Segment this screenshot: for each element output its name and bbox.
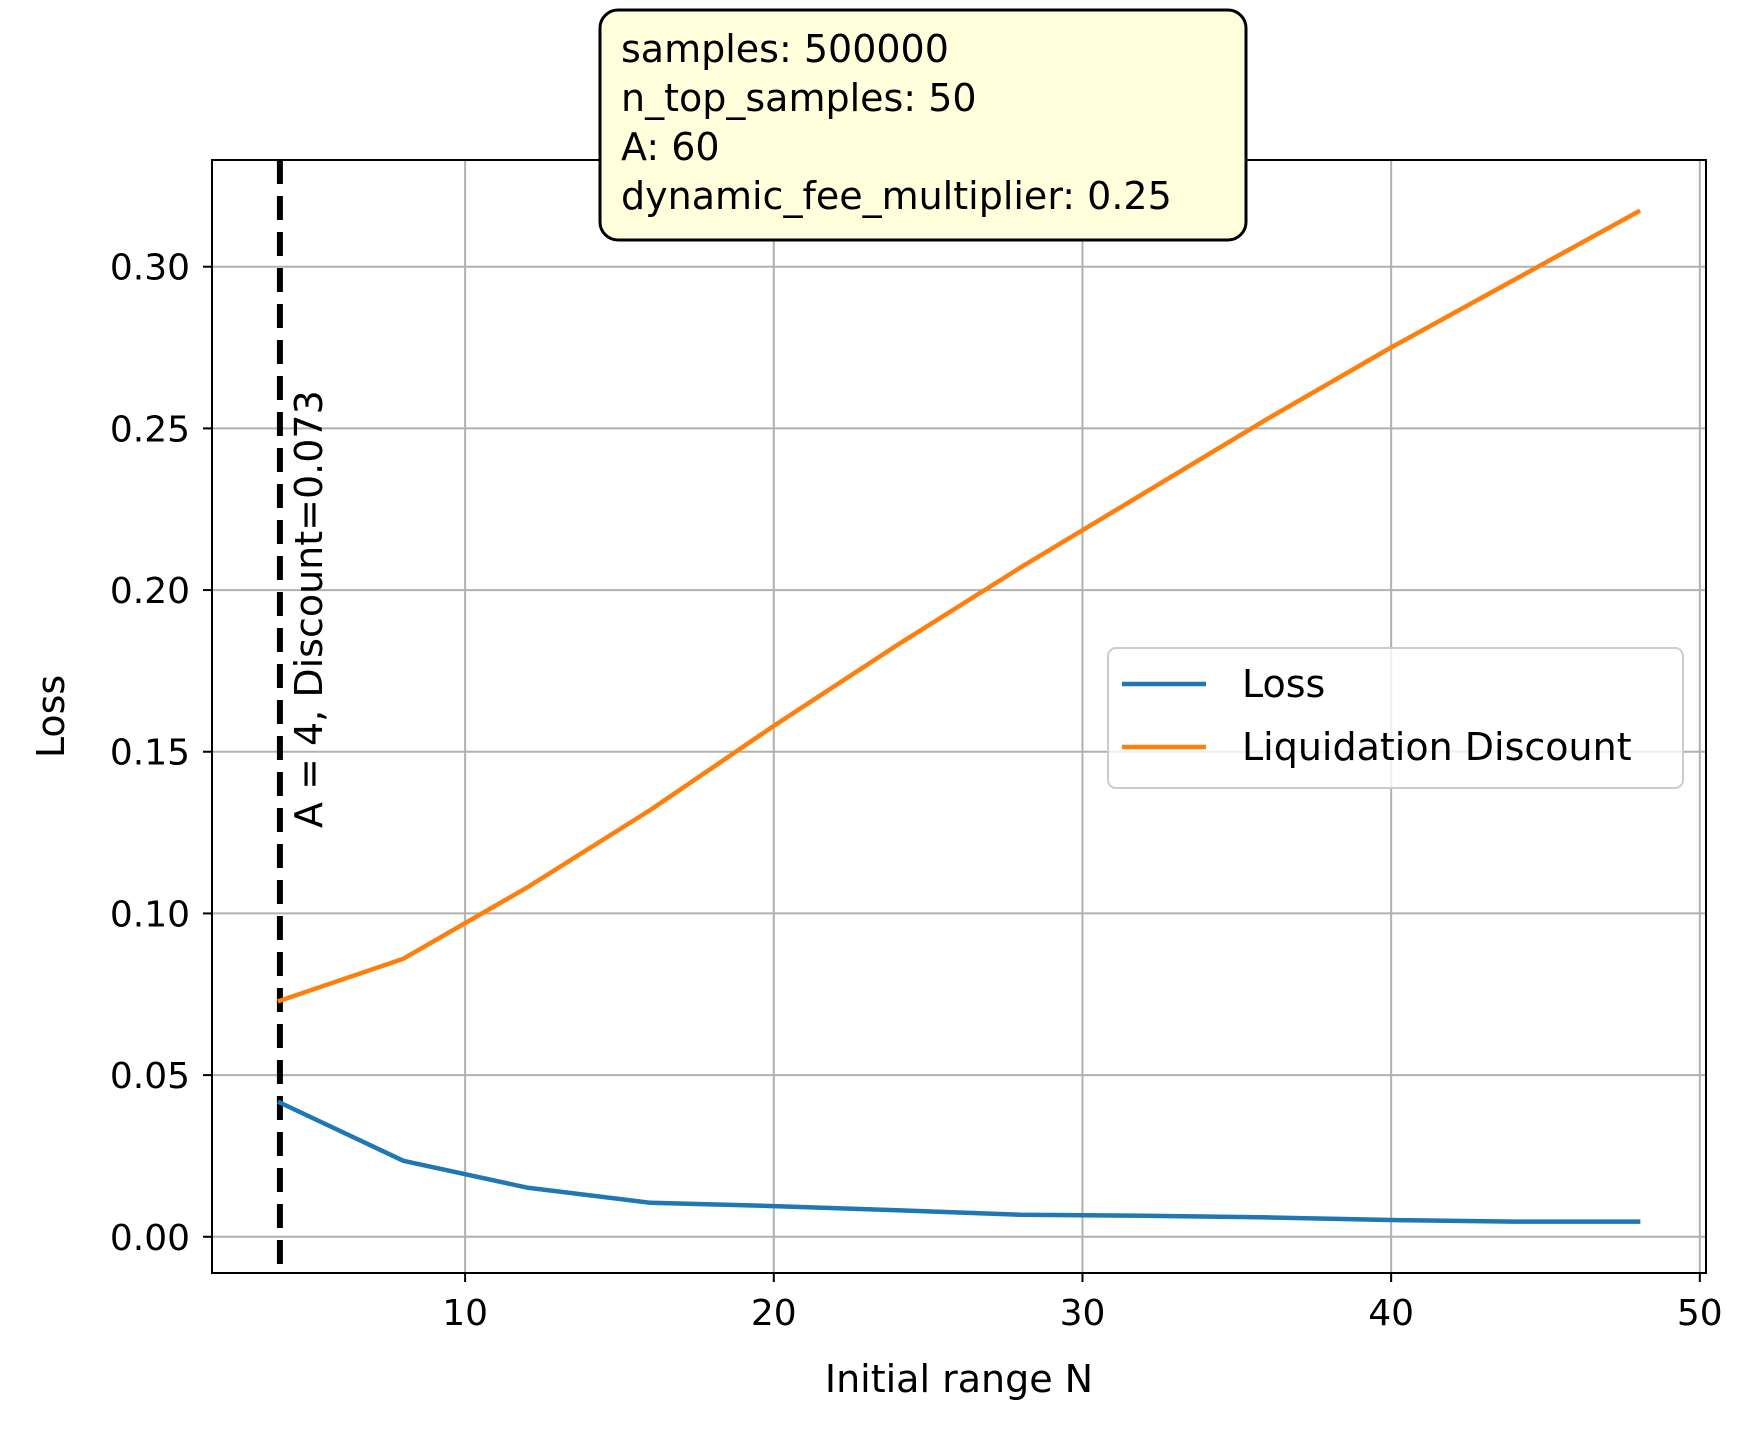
reference-line-group: A = 4, Discount=0.073 [276, 160, 331, 1273]
series-line-liquidation-discount [277, 208, 1642, 1004]
legend: Loss Liquidation Discount [1107, 647, 1684, 789]
y-tick-label: 0.25 [110, 409, 190, 450]
series-group [276, 208, 1642, 1224]
y-tick-label: 0.30 [110, 248, 190, 289]
x-axis-label: Initial range N [825, 1357, 1093, 1401]
x-tick-label: 40 [1368, 1293, 1414, 1334]
legend-frame [1107, 647, 1684, 789]
y-tick-label: 0.20 [110, 571, 190, 612]
y-tick-label: 0.00 [110, 1218, 190, 1259]
y-tick-label: 0.15 [110, 733, 190, 774]
info-box: samples: 500000 n_top_samples: 50 A: 60 dyn… [598, 8, 1248, 242]
y-tick-label: 0.05 [110, 1056, 190, 1097]
info-box-frame [598, 8, 1248, 242]
info-box-line: n_top_samples: 50 [621, 76, 977, 120]
x-tick-label: 50 [1677, 1293, 1723, 1334]
axis-ticks: 10 20 30 40 50 0.00 0.05 0.10 0.15 0.20 0.25 0.30 [110, 248, 1723, 1334]
info-box-line: dynamic_fee_multiplier: 0.25 [621, 174, 1172, 218]
info-box-line: samples: 500000 [621, 27, 949, 71]
y-axis-label: Loss [29, 675, 73, 758]
reference-line-label: A = 4, Discount=0.073 [287, 390, 331, 828]
info-box-line: A: 60 [621, 125, 720, 169]
legend-label: Liquidation Discount [1242, 725, 1632, 769]
x-tick-label: 20 [751, 1293, 797, 1334]
legend-label: Loss [1242, 662, 1325, 706]
grid [212, 160, 1706, 1273]
y-tick-label: 0.10 [110, 894, 190, 935]
series-line-loss [276, 1099, 1641, 1224]
x-tick-label: 10 [442, 1293, 488, 1334]
x-tick-label: 30 [1060, 1293, 1106, 1334]
